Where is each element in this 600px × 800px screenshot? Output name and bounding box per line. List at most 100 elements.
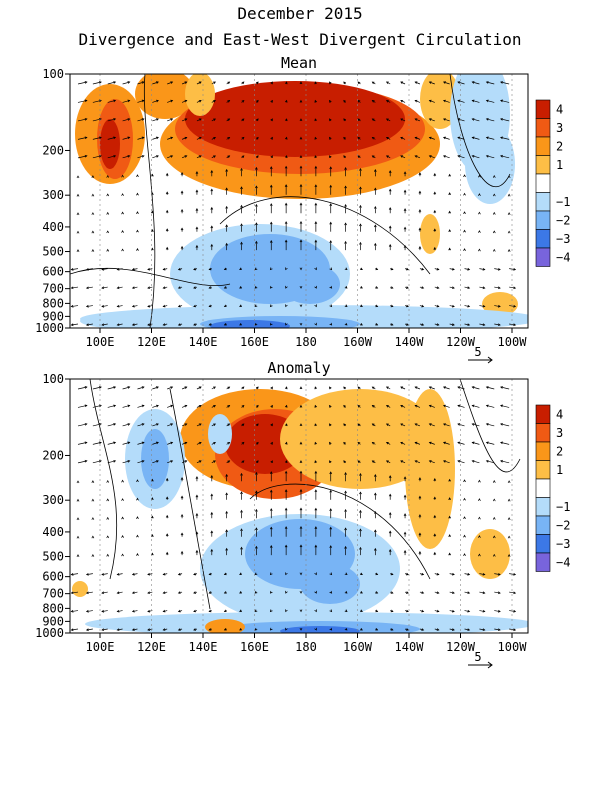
- vector-arrow: [152, 100, 159, 103]
- vector-arrowhead: [156, 155, 159, 158]
- vector-arrow: [429, 118, 435, 122]
- vector-arrowhead: [478, 553, 481, 557]
- vector-arrowhead: [314, 184, 318, 188]
- vector-arrowhead: [299, 81, 303, 85]
- vector-arrowhead: [344, 590, 348, 594]
- vector-arrowhead: [156, 118, 159, 121]
- vector-arrowhead: [414, 155, 418, 158]
- shade-region: [80, 313, 180, 328]
- vector-arrowhead: [513, 591, 517, 595]
- vector-arrow: [449, 305, 455, 307]
- vector-arrowhead: [131, 609, 135, 613]
- vector-arrowhead: [360, 304, 363, 307]
- shading-layer: [72, 389, 528, 633]
- vector-arrowhead: [213, 81, 216, 85]
- vector-arrowhead: [198, 405, 202, 408]
- vector-arrowhead: [180, 208, 184, 212]
- vector-arrowhead: [314, 285, 317, 289]
- vector-arrow: [457, 100, 465, 103]
- vector-arrowhead: [136, 211, 139, 214]
- vector-arrowhead: [121, 553, 124, 557]
- vector-arrowhead: [184, 118, 188, 121]
- vector-arrowhead: [492, 174, 496, 178]
- vector-arrow: [117, 573, 123, 575]
- vector-arrowhead: [405, 286, 409, 289]
- vector-arrowhead: [113, 99, 117, 103]
- vector-arrow: [196, 155, 202, 159]
- vector-arrowhead: [513, 572, 517, 576]
- vector-arrowhead: [285, 609, 288, 613]
- vector-arrow: [443, 100, 450, 103]
- vector-arrowhead: [284, 386, 288, 390]
- y-tick-label: 500: [42, 245, 64, 259]
- vector-arrowhead: [371, 386, 375, 390]
- shade-region: [280, 626, 360, 633]
- vector-arrowhead: [373, 474, 377, 477]
- vector-arrowhead: [121, 174, 124, 178]
- vector-arrowhead: [436, 572, 440, 576]
- vector-arrowhead: [360, 627, 363, 631]
- vector-arrowhead: [213, 423, 216, 426]
- vector-arrowhead: [375, 304, 379, 308]
- x-tick-label: 160E: [240, 640, 269, 654]
- vector-arrowhead: [198, 441, 202, 445]
- vector-arrowhead: [70, 304, 74, 308]
- vector-arrowhead: [485, 99, 489, 103]
- vector-arrowhead: [492, 211, 496, 215]
- y-tick-label: 1000: [35, 321, 64, 335]
- colorbar-swatch: [535, 478, 551, 498]
- vector-arrowhead: [507, 230, 511, 234]
- vector-arrowhead: [329, 489, 333, 493]
- vector-arrowhead: [507, 175, 511, 179]
- vector-arrow: [137, 423, 145, 427]
- vector-arrowhead: [141, 460, 145, 463]
- vector-arrowhead: [314, 544, 318, 548]
- vector-arrowhead: [225, 187, 229, 191]
- vector-arrow: [101, 573, 108, 575]
- vector-arrow: [429, 100, 435, 103]
- vector-arrowhead: [91, 517, 95, 520]
- vector-arrowhead: [299, 220, 303, 224]
- vector-arrowhead: [457, 441, 461, 445]
- vector-arrow: [71, 323, 79, 326]
- vector-arrowhead: [421, 628, 425, 631]
- vector-arrowhead: [357, 441, 361, 445]
- vector-arrowhead: [101, 609, 105, 613]
- vector-arrowhead: [213, 442, 216, 445]
- vector-arrow: [443, 118, 450, 122]
- vector-arrowhead: [478, 516, 481, 520]
- vector-arrowhead: [198, 460, 202, 463]
- vector-arrow: [500, 442, 510, 445]
- vector-arrow: [196, 137, 202, 140]
- vector-arrowhead: [299, 239, 303, 243]
- vector-arrowhead: [359, 472, 362, 476]
- vector-arrow: [500, 460, 510, 464]
- vector-arrowhead: [136, 192, 139, 196]
- vector-arrowhead: [198, 386, 202, 389]
- vector-arrow: [181, 442, 187, 445]
- vector-arrowhead: [343, 118, 346, 122]
- vector-arrowhead: [208, 572, 212, 576]
- vector-arrowhead: [116, 286, 120, 290]
- vector-arrowhead: [101, 267, 105, 271]
- vector-arrowhead: [314, 202, 318, 206]
- vector-arrowhead: [225, 224, 229, 228]
- vector-arrowhead: [385, 405, 389, 408]
- vector-arrowhead: [329, 590, 333, 594]
- vector-arrow: [464, 628, 470, 631]
- y-tick-label: 400: [42, 525, 64, 539]
- y-tick-label: 200: [42, 448, 64, 462]
- vector-arrowhead: [113, 386, 117, 389]
- reference-vector-head: [487, 661, 493, 669]
- vector-arrowhead: [76, 498, 80, 502]
- x-tick-label: 100W: [498, 335, 528, 349]
- vector-arrowhead: [184, 423, 188, 426]
- vector-arrowhead: [388, 243, 392, 247]
- vector-arrowhead: [451, 609, 455, 613]
- vector-arrowhead: [141, 404, 145, 408]
- vector-arrowhead: [241, 386, 245, 390]
- vector-arrowhead: [255, 185, 258, 189]
- vector-arrowhead: [467, 572, 471, 576]
- vector-arrowhead: [101, 286, 105, 290]
- vector-arrow: [181, 100, 187, 103]
